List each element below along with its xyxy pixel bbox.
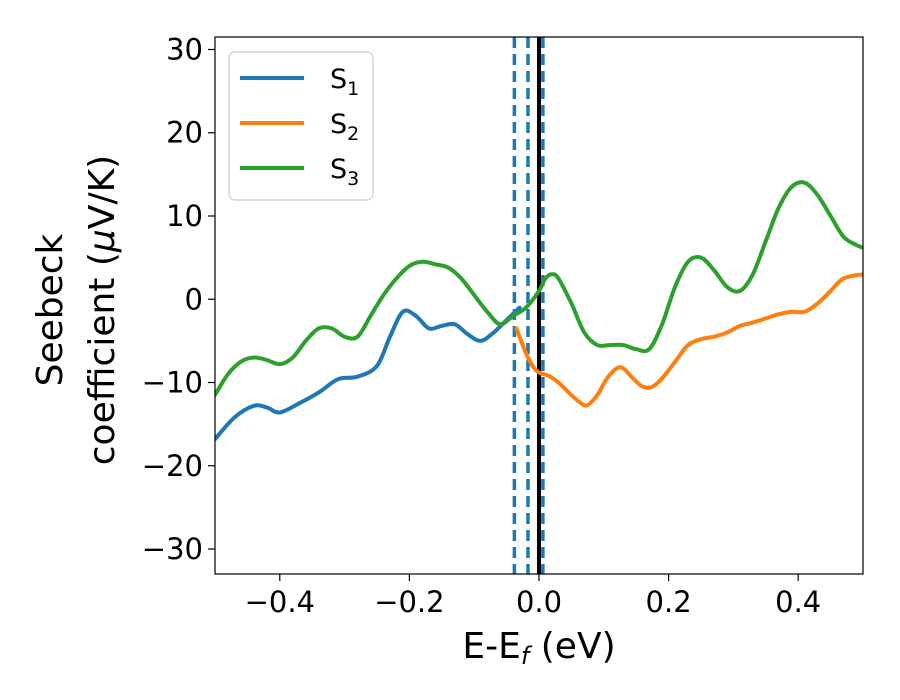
legend: S1 S2 S3 — [228, 51, 374, 201]
legend-label-s1: S1 — [330, 64, 359, 100]
x-axis-label: E-Ef (eV) — [462, 626, 615, 670]
y-tick-label: 10 — [166, 199, 203, 233]
x-tick-label: 0.2 — [646, 585, 692, 619]
svg-text:coefficient (μV/K): coefficient (μV/K) — [82, 155, 123, 465]
legend-label-s3: S3 — [330, 154, 359, 190]
y-ticks: −30 −20 −10 0 10 20 30 — [142, 32, 215, 566]
y-tick-label: 20 — [166, 116, 203, 150]
x-tick-label: 0.4 — [775, 585, 821, 619]
y-tick-label: −30 — [142, 532, 203, 566]
x-tick-label: 0.0 — [516, 585, 562, 619]
x-tick-label: −0.2 — [374, 585, 444, 619]
x-tick-label: −0.4 — [245, 585, 315, 619]
vertical-lines — [512, 37, 545, 574]
y-tick-label: 0 — [185, 282, 203, 316]
y-axis-label: Seebeck coefficient (μV/K) — [30, 155, 123, 465]
series-line-s3 — [215, 180, 863, 397]
x-ticks: −0.4 −0.2 0.0 0.2 0.4 — [245, 574, 821, 619]
series-lines — [215, 180, 863, 442]
series-line-s2 — [514, 272, 863, 408]
y-tick-label: −10 — [142, 366, 203, 400]
legend-box — [228, 51, 374, 201]
series-line-s1 — [215, 305, 522, 442]
svg-text:Seebeck: Seebeck — [30, 233, 71, 386]
y-tick-label: −20 — [142, 449, 203, 483]
y-tick-label: 30 — [166, 32, 203, 66]
legend-label-s2: S2 — [330, 109, 359, 145]
